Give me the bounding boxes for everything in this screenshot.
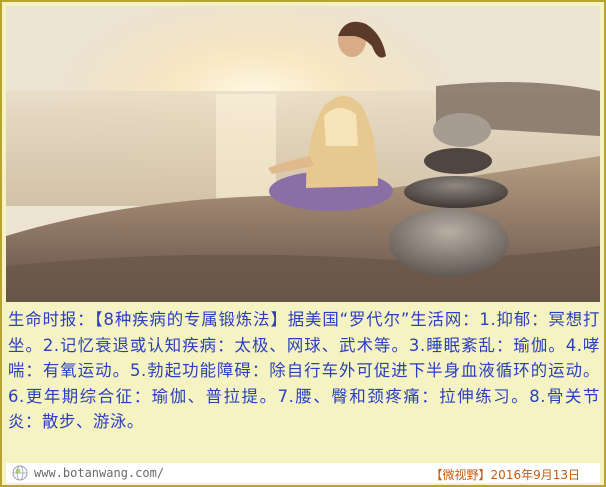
globe-icon [12, 465, 28, 481]
site-url[interactable]: www.botanwang.com/ [34, 466, 165, 480]
caption-text: 生命时报：【8种疾病的专属锻炼法】据美国“罗代尔”生活网：1.抑郁：冥想打坐。2… [8, 310, 600, 432]
footer-bar: www.botanwang.com/ 【微视野】2016年9月13日 [6, 463, 600, 483]
credit-date: 【微视野】2016年9月13日 [430, 468, 580, 482]
photo-illustration [6, 6, 600, 302]
yoga-beach-photo [6, 6, 600, 302]
